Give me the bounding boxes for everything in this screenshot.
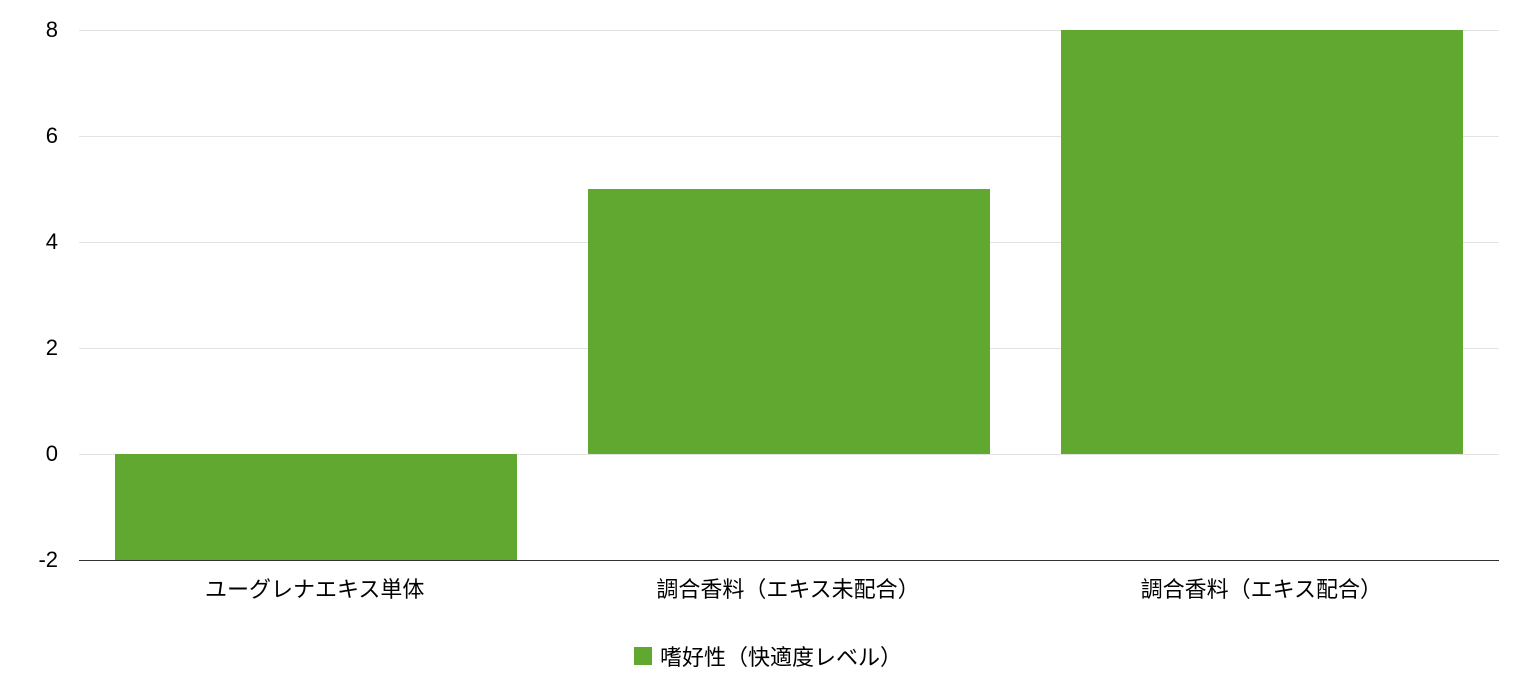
plot-area (78, 30, 1499, 560)
y-tick-label: 8 (0, 17, 58, 43)
bar-chart: 嗜好性（快適度レベル） -2 0 2 4 6 8 ユーグレナエキス単体 調合香料（エキス未配合… (0, 0, 1536, 686)
y-tick-label: 6 (0, 123, 58, 149)
y-tick-label: -2 (0, 547, 58, 573)
y-tick-label: 2 (0, 335, 58, 361)
legend-swatch (634, 647, 652, 665)
legend-label: 嗜好性（快適度レベル） (660, 640, 902, 672)
legend: 嗜好性（快適度レベル） (634, 640, 902, 672)
bar (115, 454, 517, 560)
x-category-label: ユーグレナエキス単体 (205, 572, 424, 604)
bar (588, 189, 990, 454)
y-tick-label: 4 (0, 229, 58, 255)
y-tick-label: 0 (0, 441, 58, 467)
bar (1061, 30, 1463, 454)
gridline (79, 560, 1499, 561)
x-category-label: 調合香料（エキス配合） (1141, 572, 1382, 604)
x-category-label: 調合香料（エキス未配合） (656, 572, 919, 604)
